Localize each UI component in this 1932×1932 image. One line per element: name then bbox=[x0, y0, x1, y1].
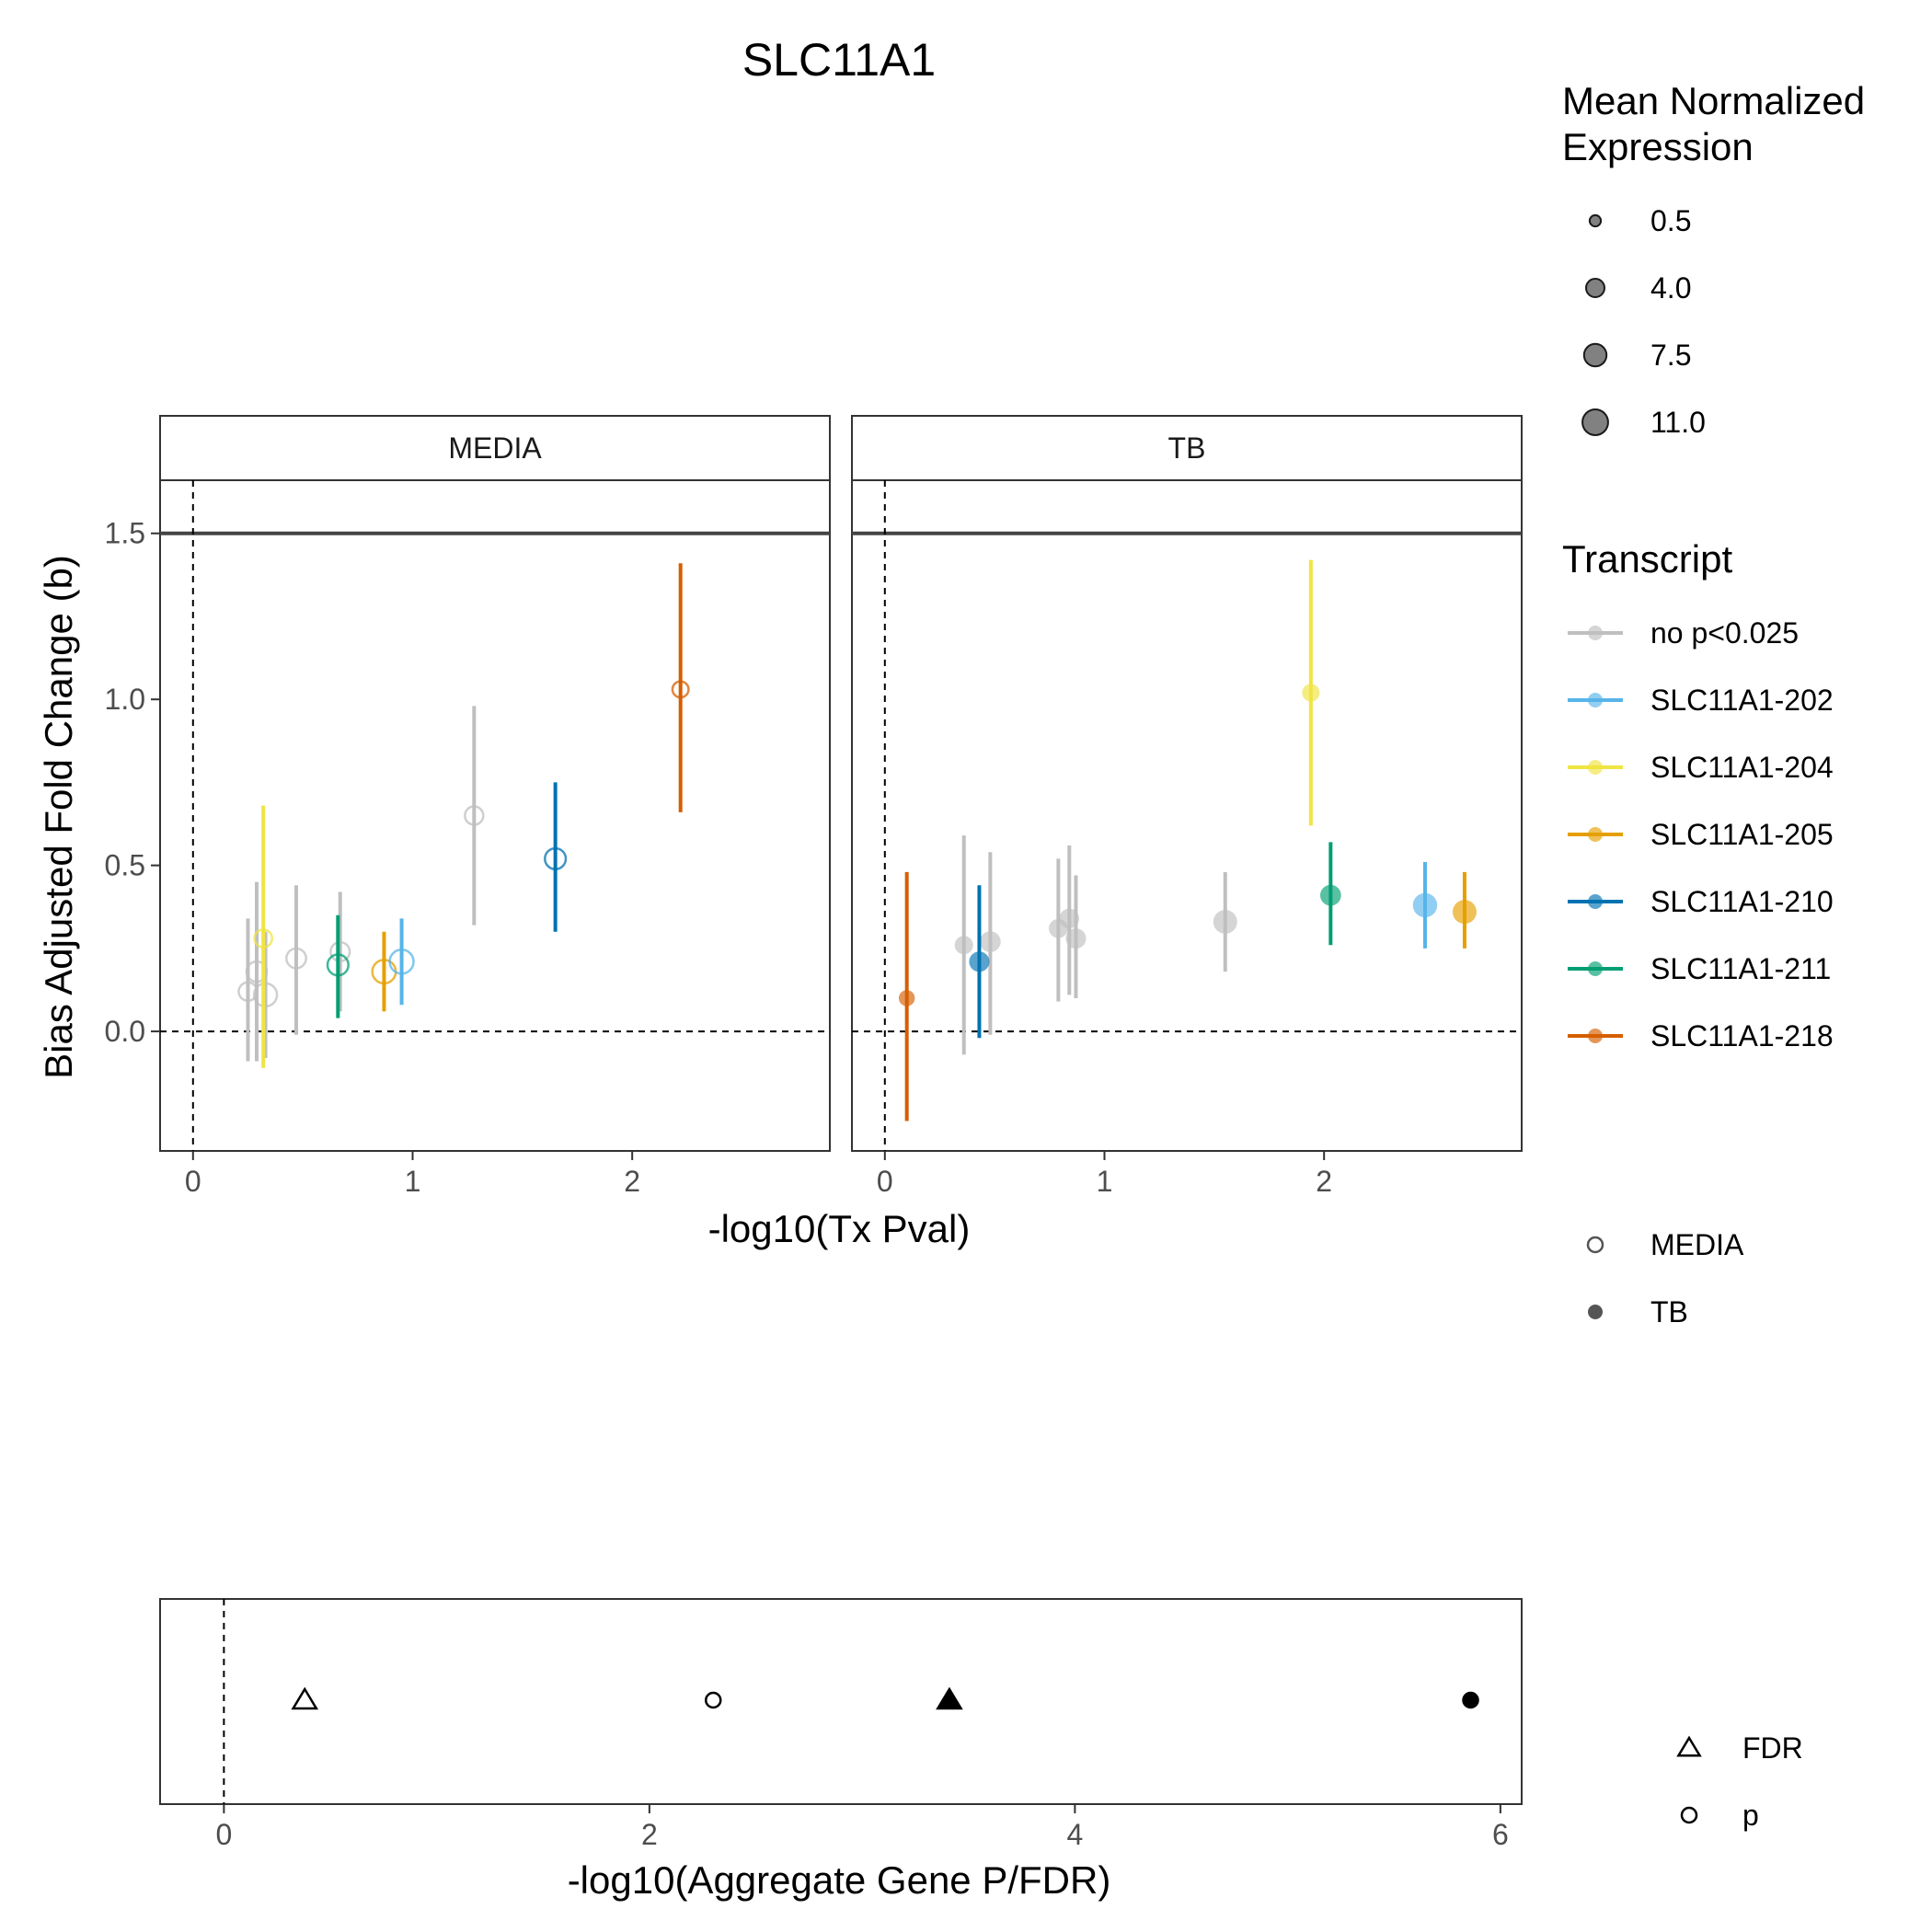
transcript-legend-dot bbox=[1588, 894, 1603, 909]
bottom-panel-border bbox=[159, 1598, 1523, 1805]
transcript-legend-label: SLC11A1-205 bbox=[1650, 818, 1834, 851]
data-point bbox=[252, 982, 279, 1008]
transcript-legend-dot bbox=[1588, 693, 1603, 707]
aggregate-point-fdr bbox=[291, 1686, 319, 1710]
data-point bbox=[388, 949, 415, 975]
transcript-legend-dot bbox=[1588, 961, 1603, 976]
y-tick-label: 0.0 bbox=[105, 1015, 145, 1048]
size-legend-title: Mean Normalized bbox=[1562, 79, 1865, 122]
main-y-axis-title: Bias Adjusted Fold Change (b) bbox=[37, 555, 80, 1079]
x-tick-label: 1 bbox=[405, 1165, 421, 1198]
stat-legend-label: FDR bbox=[1742, 1731, 1803, 1765]
data-point bbox=[329, 940, 351, 963]
y-tick-label: 0.5 bbox=[105, 849, 145, 882]
size-legend-label: 11.0 bbox=[1650, 406, 1706, 439]
y-tick-label: 1.0 bbox=[105, 683, 145, 716]
transcript-legend-dot bbox=[1588, 1029, 1603, 1043]
transcript-legend-label: SLC11A1-218 bbox=[1650, 1019, 1834, 1052]
size-legend-key bbox=[1585, 278, 1605, 298]
data-point bbox=[253, 928, 274, 949]
facet-strip-label: TB bbox=[1168, 431, 1206, 465]
transcript-legend-title: Transcript bbox=[1562, 537, 1732, 581]
x-tick-label: 0 bbox=[185, 1165, 201, 1198]
aggregate-point-p bbox=[705, 1691, 722, 1709]
bottom-x-tick-label: 4 bbox=[1066, 1818, 1083, 1851]
facet-strip-label: MEDIA bbox=[448, 431, 542, 465]
facet-strip bbox=[159, 415, 831, 481]
stat-legend-label: p bbox=[1742, 1799, 1759, 1832]
size-legend-label: 4.0 bbox=[1650, 271, 1691, 305]
transcript-legend-label: SLC11A1-211 bbox=[1650, 952, 1831, 985]
main-plot: MEDIA 0 1 2 0.0 0.5 1.0 1.5 TB 0 1 2 bbox=[105, 415, 1523, 1198]
size-legend-label: 0.5 bbox=[1650, 204, 1691, 237]
x-tick-label: 0 bbox=[877, 1165, 893, 1198]
bottom-x-tick-label: 0 bbox=[215, 1818, 232, 1851]
transcript-legend-dot bbox=[1588, 760, 1603, 775]
data-point bbox=[1065, 927, 1087, 949]
data-point bbox=[326, 953, 350, 977]
data-point bbox=[969, 951, 990, 972]
chart-title: SLC11A1 bbox=[742, 34, 936, 86]
condition-legend-key bbox=[1586, 1236, 1604, 1254]
data-point bbox=[1213, 909, 1237, 934]
bottom-x-tick-label: 6 bbox=[1492, 1818, 1509, 1851]
size-legend-title: Expression bbox=[1562, 125, 1754, 168]
aggregate-point-p bbox=[1462, 1691, 1479, 1709]
facet-panel-media: MEDIA 0 1 2 0.0 0.5 1.0 1.5 bbox=[105, 415, 831, 1198]
stat-legend-key bbox=[1676, 1735, 1702, 1757]
data-point bbox=[1302, 684, 1320, 702]
y-tick-label: 1.5 bbox=[105, 517, 145, 550]
size-legend-key bbox=[1582, 342, 1608, 368]
panel-border bbox=[159, 479, 831, 1152]
transcript-legend-dot bbox=[1588, 827, 1603, 842]
condition-legend-key bbox=[1588, 1305, 1603, 1319]
size-legend-key bbox=[1588, 213, 1603, 228]
bottom-x-tick-label: 2 bbox=[641, 1818, 658, 1851]
x-tick-label: 2 bbox=[624, 1165, 640, 1198]
aggregate-point-fdr bbox=[936, 1686, 963, 1710]
transcript-legend-label: no p<0.025 bbox=[1650, 616, 1799, 650]
size-legend-label: 7.5 bbox=[1650, 339, 1691, 372]
data-point bbox=[1452, 900, 1477, 925]
data-point bbox=[954, 936, 973, 955]
main-x-axis-title: -log10(Tx Pval) bbox=[708, 1207, 971, 1250]
data-point bbox=[980, 931, 1001, 952]
bottom-plot: 0 2 4 6 bbox=[159, 1598, 1523, 1851]
transcript-legend-label: SLC11A1-202 bbox=[1650, 684, 1834, 717]
data-point bbox=[671, 680, 690, 699]
condition-legend-label: TB bbox=[1650, 1295, 1688, 1328]
size-legend-key bbox=[1581, 408, 1609, 436]
data-point bbox=[464, 805, 485, 826]
x-tick-label: 1 bbox=[1097, 1165, 1113, 1198]
data-point bbox=[1319, 884, 1341, 906]
data-point bbox=[1412, 892, 1438, 918]
transcript-legend-dot bbox=[1588, 626, 1603, 640]
data-point bbox=[898, 990, 915, 1006]
facet-panel-tb: TB 0 1 2 bbox=[851, 415, 1523, 1198]
panel-border bbox=[851, 479, 1523, 1152]
data-point bbox=[285, 947, 307, 970]
data-point bbox=[544, 846, 568, 871]
transcript-legend-label: SLC11A1-204 bbox=[1650, 751, 1834, 784]
bottom-x-axis-title: -log10(Aggregate Gene P/FDR) bbox=[568, 1858, 1111, 1902]
stat-legend-key bbox=[1680, 1806, 1698, 1824]
x-tick-label: 2 bbox=[1316, 1165, 1332, 1198]
condition-legend-label: MEDIA bbox=[1650, 1228, 1744, 1261]
transcript-legend-label: SLC11A1-210 bbox=[1650, 885, 1834, 918]
